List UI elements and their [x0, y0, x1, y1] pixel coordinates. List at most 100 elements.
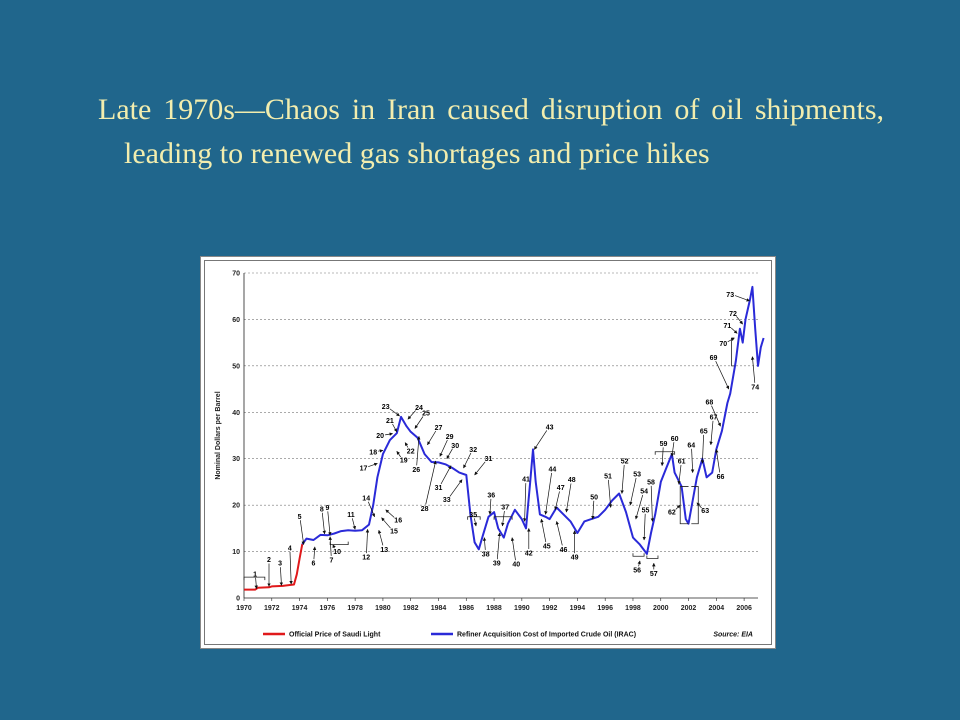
annotation-label: 68 — [706, 400, 714, 407]
annotation-arrow — [534, 430, 548, 450]
annotation-label: 6 — [312, 561, 316, 568]
annotation-label: 39 — [493, 561, 501, 568]
annotation-label: 66 — [717, 474, 725, 481]
annotation-label: 61 — [678, 459, 686, 466]
annotation-arrow — [368, 462, 378, 468]
annotation-arrow — [510, 537, 516, 561]
annotation-arrow — [482, 537, 487, 550]
annotation-label: 45 — [543, 544, 551, 551]
annotation-arrow — [670, 442, 675, 457]
annotation-label: 12 — [362, 555, 370, 562]
annotation-arrow — [591, 500, 595, 520]
annotation-label: 33 — [443, 497, 451, 504]
annotation-label: 40 — [512, 562, 520, 569]
annotation-arrow — [715, 449, 721, 473]
annotation-label: 25 — [422, 411, 430, 418]
annotation-label: 19 — [400, 458, 408, 465]
annotation-arrow — [715, 360, 730, 390]
annotation-label: 2 — [267, 557, 271, 564]
y-tick-label: 10 — [232, 549, 240, 556]
irac-price-line — [301, 285, 765, 555]
x-tick-label: 2000 — [653, 605, 669, 612]
annotation-label: 36 — [487, 492, 495, 499]
annotation-arrow — [381, 517, 391, 529]
y-axis-label: Nominal Dollars per Barrel — [215, 391, 222, 479]
annotation-arrow — [407, 410, 416, 420]
y-tick-label: 70 — [232, 271, 240, 278]
annotation-label: 9 — [325, 505, 329, 512]
annotation-arrow — [620, 464, 625, 494]
annotation-arrow — [321, 512, 326, 535]
annotation-arrow — [378, 449, 384, 453]
y-tick-label: 30 — [232, 456, 240, 463]
legend-label-saudi: Official Price of Saudi Light — [289, 632, 381, 639]
annotation-arrow — [389, 408, 400, 417]
annotation-arrow — [608, 479, 613, 508]
annotation-label: 58 — [647, 479, 655, 486]
annotation-arrow — [427, 430, 437, 446]
annotation-arrow — [299, 520, 305, 545]
annotation-label: 43 — [546, 425, 554, 432]
bracket-mark — [632, 553, 645, 557]
annotation-label: 23 — [382, 404, 390, 411]
annotation-arrow — [629, 477, 637, 506]
x-tick-label: 1992 — [542, 605, 558, 612]
annotation-label: 37 — [501, 505, 509, 512]
x-tick-label: 1970 — [236, 605, 252, 612]
annotation-arrow — [696, 502, 702, 509]
annotation-label: 72 — [729, 311, 737, 318]
annotation-label: 52 — [621, 459, 629, 466]
annotation-arrow — [731, 327, 738, 334]
annotation-arrow — [690, 448, 695, 473]
annotation-label: 59 — [660, 441, 668, 448]
annotation-label: 47 — [557, 485, 565, 492]
chart-panel: 0 10 20 30 40 50 60 70 1970 1972 1974 1976 1978 1980 1… — [204, 260, 772, 645]
legend-label-irac: Refiner Acquisition Cost of Imported Cru… — [457, 632, 636, 639]
y-tick-label: 20 — [232, 503, 240, 510]
annotation-label: 5 — [298, 514, 302, 521]
bracket-mark — [243, 576, 266, 581]
annotation-label: 50 — [590, 494, 598, 501]
annotation-arrow — [439, 439, 448, 457]
annotation-arrow — [544, 472, 552, 515]
series-lines — [244, 285, 765, 591]
x-tick-label: 1998 — [625, 605, 641, 612]
annotation-label: 15 — [390, 529, 398, 536]
annotation-label: 53 — [633, 472, 641, 479]
x-tick-label: 1980 — [375, 605, 391, 612]
annotation-label: 21 — [386, 418, 394, 425]
annotation-arrow — [367, 501, 375, 518]
x-tick-label: 2002 — [681, 605, 697, 612]
source-note: Source: EIA — [713, 632, 753, 639]
x-tick-label: 1974 — [292, 605, 308, 612]
annotation-arrow — [642, 513, 646, 541]
annotation-arrow — [328, 536, 333, 556]
annotation-arrow — [414, 416, 424, 429]
annotation-arrow — [425, 460, 437, 505]
annotation-label: 22 — [407, 448, 415, 455]
annotation-label: 63 — [701, 508, 709, 515]
annotation-label: 60 — [671, 436, 679, 443]
annotation-arrow — [750, 356, 756, 383]
annotation-label: 26 — [412, 467, 420, 474]
annotation-arrow — [473, 518, 478, 527]
annotation-label: 67 — [710, 414, 718, 421]
annotation-label: 28 — [421, 506, 429, 513]
annotation-label: 56 — [633, 568, 641, 575]
annotation-arrow — [327, 511, 332, 536]
annotation-label: 14 — [362, 496, 370, 503]
legend: Official Price of Saudi Light Refiner Acq… — [263, 632, 753, 639]
annotation-label: 11 — [347, 512, 355, 519]
annotation-arrow — [312, 546, 317, 560]
bracket-mark — [731, 337, 735, 367]
x-tick-label: 1988 — [486, 605, 502, 612]
annotation-arrow — [488, 498, 492, 515]
annotation-label: 32 — [469, 447, 477, 454]
slide-title: Late 1970s—Chaos in Iran caused disrupti… — [98, 93, 884, 170]
annotation-label: 73 — [726, 292, 734, 299]
annotation-arrow — [404, 442, 409, 448]
annotation-arrow — [474, 461, 486, 476]
annotation-label: 74 — [751, 384, 759, 391]
annotation-arrow — [501, 510, 505, 527]
